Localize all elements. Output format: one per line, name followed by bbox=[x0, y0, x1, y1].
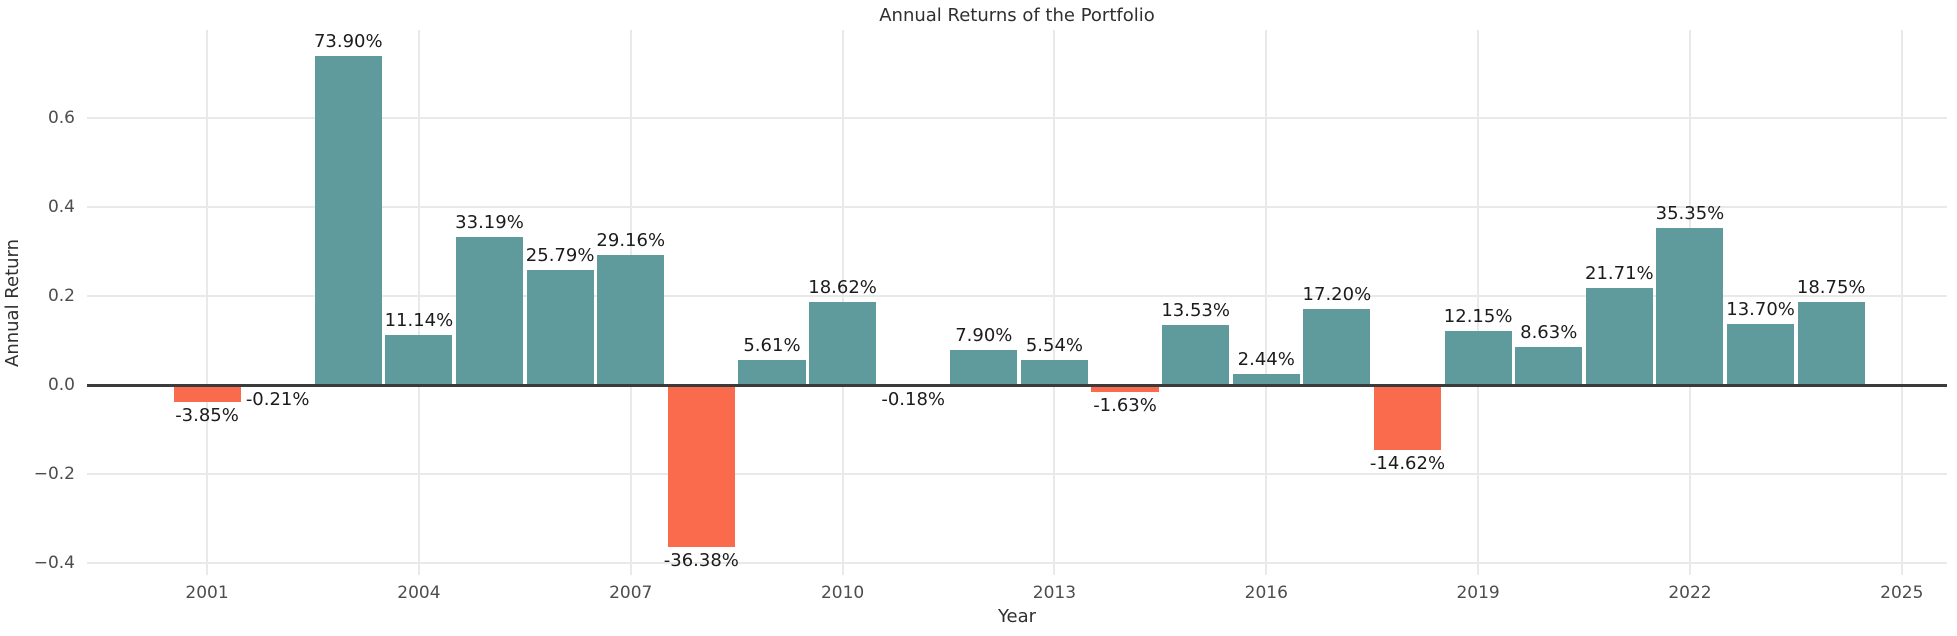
x-tick-label: 2007 bbox=[609, 583, 653, 603]
bar-label-2020: 8.63% bbox=[1520, 321, 1578, 343]
bar-label-2002: -0.21% bbox=[245, 388, 310, 410]
x-tick-label: 2019 bbox=[1456, 583, 1500, 603]
bar-label-2008: -36.38% bbox=[663, 549, 739, 571]
bar-label-2012: 7.90% bbox=[955, 324, 1013, 346]
bar-2020 bbox=[1515, 346, 1583, 386]
bar-label-2010: 18.62% bbox=[808, 277, 877, 299]
bar-label-2015: 13.53% bbox=[1161, 299, 1230, 321]
bar-2022 bbox=[1656, 227, 1724, 386]
bar-label-2018: -14.62% bbox=[1369, 453, 1446, 475]
bar-2003 bbox=[314, 56, 382, 385]
bar-label-2019: 12.15% bbox=[1443, 305, 1513, 327]
x-tick-label: 2010 bbox=[820, 583, 865, 603]
x-tick-label: 2013 bbox=[1032, 583, 1077, 603]
bar-2016 bbox=[1232, 374, 1300, 386]
zero-axis-line bbox=[87, 383, 1947, 387]
x-gridline bbox=[1053, 30, 1056, 575]
bar-2012 bbox=[950, 349, 1018, 386]
bar-label-2007: 29.16% bbox=[596, 230, 666, 252]
y-tick-rail: 0.6 0.4 0.2 0.0 −0.2 −0.4 bbox=[0, 30, 75, 575]
bar-2021 bbox=[1585, 288, 1653, 386]
bar-label-2011: -0.18% bbox=[881, 388, 946, 410]
bar-label-2021: 21.71% bbox=[1585, 263, 1654, 285]
x-tick-label: 2004 bbox=[397, 583, 441, 603]
bar-2005 bbox=[455, 237, 524, 386]
bar-label-2017: 17.20% bbox=[1302, 283, 1372, 305]
bar-2007 bbox=[597, 255, 665, 385]
chart-title: Annual Returns of the Portfolio bbox=[879, 5, 1155, 26]
bar-label-2003: 73.90% bbox=[313, 31, 383, 53]
y-gridline bbox=[87, 561, 1947, 564]
y-tick-label: 0.4 bbox=[47, 197, 75, 218]
x-gridline bbox=[1265, 30, 1268, 575]
bar-2023 bbox=[1727, 324, 1795, 385]
bar-2017 bbox=[1303, 308, 1371, 386]
bar-label-2004: 11.14% bbox=[384, 310, 454, 332]
bar-2015 bbox=[1162, 324, 1230, 386]
bar-label-2022: 35.35% bbox=[1655, 202, 1725, 224]
x-gridline bbox=[417, 30, 420, 575]
y-tick-label: −0.2 bbox=[33, 464, 75, 484]
x-gridline bbox=[1900, 30, 1903, 575]
bar-label-2023: 13.70% bbox=[1726, 299, 1795, 321]
y-tick-label: −0.4 bbox=[33, 552, 75, 573]
bar-label-2009: 5.61% bbox=[743, 335, 801, 357]
bar-2006 bbox=[526, 270, 594, 386]
bar-2014 bbox=[1091, 385, 1159, 393]
y-tick-label: 0.2 bbox=[47, 286, 75, 307]
bar-2008 bbox=[667, 385, 735, 547]
x-tick-label: 2016 bbox=[1244, 583, 1288, 603]
x-tick-label: 2001 bbox=[185, 583, 229, 603]
bar-2009 bbox=[738, 360, 806, 386]
bar-2004 bbox=[385, 335, 453, 385]
y-tick-label: 0.0 bbox=[47, 375, 75, 396]
x-axis-label: Year bbox=[997, 606, 1037, 627]
x-gridline bbox=[206, 30, 209, 575]
y-gridline bbox=[87, 206, 1947, 209]
bar-2010 bbox=[809, 302, 877, 386]
x-tick-label: 2022 bbox=[1668, 583, 1712, 603]
bar-2013 bbox=[1020, 360, 1088, 386]
y-gridline bbox=[87, 117, 1947, 120]
bar-2019 bbox=[1444, 330, 1512, 386]
bar-label-2013: 5.54% bbox=[1025, 335, 1084, 357]
x-gridline bbox=[1477, 30, 1480, 575]
bar-label-2014: -1.63% bbox=[1093, 395, 1157, 417]
y-gridline bbox=[87, 295, 1947, 298]
bar-label-2005: 33.19% bbox=[455, 212, 524, 234]
bar-label-2024: 18.75% bbox=[1796, 276, 1866, 298]
bar-label-2006: 25.79% bbox=[525, 245, 595, 267]
bar-2024 bbox=[1797, 301, 1865, 386]
plot-area: -3.85% -0.21% 73.90% 11.14% 33.19% 25.79% 29.1… bbox=[87, 30, 1947, 575]
y-tick-label: 0.6 bbox=[47, 108, 75, 129]
bar-label-2016: 2.44% bbox=[1237, 349, 1295, 371]
bar-2001 bbox=[173, 385, 241, 403]
bar-label-2001: -3.85% bbox=[175, 405, 239, 427]
x-tick-rail: 2001 2004 2007 2010 2013 2016 2019 2022 2025 bbox=[87, 583, 1947, 605]
y-gridline bbox=[87, 473, 1947, 475]
x-tick-label: 2025 bbox=[1880, 583, 1924, 603]
bar-2018 bbox=[1373, 385, 1442, 451]
